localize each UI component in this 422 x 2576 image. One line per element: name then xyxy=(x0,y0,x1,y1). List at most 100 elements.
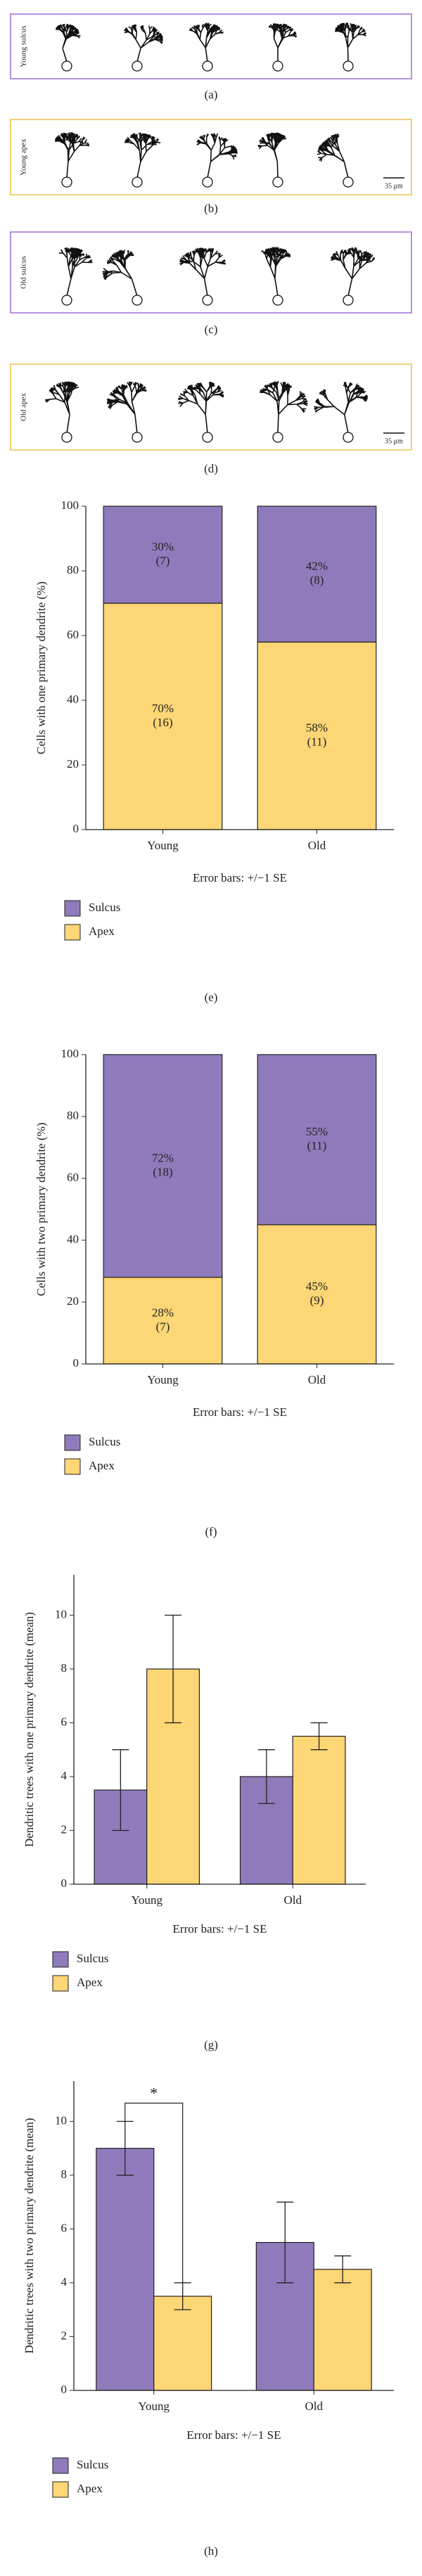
y-tick-label: 20 xyxy=(67,1294,79,1308)
legend-label: Sulcus xyxy=(89,1435,120,1448)
neuron-soma xyxy=(272,176,283,188)
y-tick-label: 0 xyxy=(73,822,79,835)
legend-label: Apex xyxy=(89,925,115,938)
y-tick-label: 60 xyxy=(67,1171,79,1184)
y-axis-label: Dendritic trees with two primary dendrit… xyxy=(23,2118,36,2353)
neuron-trace xyxy=(54,131,90,179)
neuron-soma xyxy=(202,176,213,188)
x-tick-label: Old xyxy=(308,839,326,852)
legend-label: Apex xyxy=(89,1459,115,1472)
neuron-soma xyxy=(61,432,72,443)
value-label: 45% xyxy=(306,1280,328,1293)
x-tick-label: Old xyxy=(308,1373,326,1386)
y-tick-label: 6 xyxy=(61,1715,68,1728)
neuron-soma xyxy=(202,432,213,443)
y-tick-label: 0 xyxy=(61,2383,68,2396)
x-tick-label: Young xyxy=(138,2400,170,2413)
count-label: (7) xyxy=(156,554,170,567)
legend-label: Sulcus xyxy=(77,1952,108,1965)
bar-segment xyxy=(257,1224,377,1365)
neuron-trace xyxy=(268,23,297,62)
neuron-trace xyxy=(45,381,79,434)
neuron-trace xyxy=(124,24,163,63)
value-label: 58% xyxy=(306,721,328,735)
y-tick-label: 8 xyxy=(61,2168,68,2181)
count-label: (7) xyxy=(156,1320,170,1333)
y-tick-label: 80 xyxy=(67,1109,79,1122)
x-tick-label: Old xyxy=(305,2400,324,2413)
neuron-soma xyxy=(343,60,354,72)
x-tick-label: Young xyxy=(131,1893,162,1907)
legend-swatch xyxy=(64,900,81,917)
y-tick-label: 6 xyxy=(61,2221,68,2234)
chart-note: Error bars: +/−1 SE xyxy=(173,1922,267,1936)
legend-label: Sulcus xyxy=(77,2458,108,2471)
panel-caption: (d) xyxy=(204,462,218,475)
neuron-soma xyxy=(61,60,72,72)
y-tick-label: 0 xyxy=(73,1356,79,1370)
chart-note: Error bars: +/−1 SE xyxy=(193,1405,287,1419)
y-tick-label: 0 xyxy=(61,1876,68,1890)
neuron-soma xyxy=(343,432,354,443)
bar-segment xyxy=(257,1054,377,1225)
scale-bar-label: 35 μm xyxy=(385,437,403,445)
legend-swatch xyxy=(52,1975,69,1992)
panel-side-label: Young apex xyxy=(20,139,28,176)
neuron-soma xyxy=(272,295,283,306)
neuron-trace xyxy=(331,247,376,297)
neuron-soma xyxy=(272,432,283,443)
y-tick-label: 10 xyxy=(55,2113,67,2127)
neuron-soma xyxy=(343,176,354,188)
y-tick-label: 2 xyxy=(61,1822,68,1836)
legend-swatch xyxy=(52,2457,69,2474)
neuron-trace xyxy=(335,22,367,63)
bar xyxy=(313,2269,372,2391)
panel-caption: (h) xyxy=(204,2544,218,2558)
bar-segment xyxy=(103,1054,223,1278)
count-label: (11) xyxy=(307,735,327,749)
neuron-trace xyxy=(56,23,81,63)
legend-label: Apex xyxy=(77,1976,103,1989)
panel-frame xyxy=(10,119,412,195)
value-label: 72% xyxy=(152,1151,174,1164)
x-tick-label: Young xyxy=(147,839,179,852)
legend-label: Apex xyxy=(77,2482,103,2495)
y-tick-label: 100 xyxy=(61,1047,79,1060)
count-label: (16) xyxy=(153,716,172,729)
panel-caption: (c) xyxy=(205,323,218,336)
y-tick-label: 80 xyxy=(67,563,79,577)
scale-bar-label: 35 μm xyxy=(385,182,403,190)
count-label: (8) xyxy=(310,574,324,587)
neuron-trace xyxy=(314,382,369,434)
count-label: (11) xyxy=(307,1139,327,1152)
legend-swatch xyxy=(52,1951,69,1968)
panel-side-label: Old sulcus xyxy=(20,256,28,289)
y-tick-label: 10 xyxy=(55,1607,67,1621)
y-tick-label: 40 xyxy=(67,1232,79,1246)
neuron-soma xyxy=(132,176,143,188)
x-tick-label: Young xyxy=(147,1373,179,1386)
x-tick-label: Old xyxy=(284,1893,302,1907)
significance-bracket xyxy=(124,2102,184,2283)
value-label: 30% xyxy=(152,540,174,553)
value-label: 28% xyxy=(152,1306,174,1319)
neuron-trace xyxy=(196,133,238,179)
neuron-soma xyxy=(132,60,143,72)
bar-segment xyxy=(257,505,377,643)
panel-frame xyxy=(10,363,412,451)
panel-caption: (g) xyxy=(204,2038,218,2052)
legend-swatch xyxy=(64,924,81,941)
legend-swatch xyxy=(52,2481,69,2498)
y-tick-label: 4 xyxy=(61,2275,68,2288)
neuron-trace xyxy=(58,247,93,297)
panel-frame xyxy=(10,13,412,79)
bar xyxy=(292,1735,346,1885)
y-tick-label: 4 xyxy=(61,1769,68,1782)
panel-caption: (e) xyxy=(205,991,218,1004)
y-tick-label: 2 xyxy=(61,2329,68,2342)
chart-note: Error bars: +/−1 SE xyxy=(187,2428,281,2442)
y-axis-label: Dendritic trees with one primary dendrit… xyxy=(23,1612,36,1847)
neuron-trace xyxy=(102,250,138,297)
neuron-trace xyxy=(188,22,224,63)
